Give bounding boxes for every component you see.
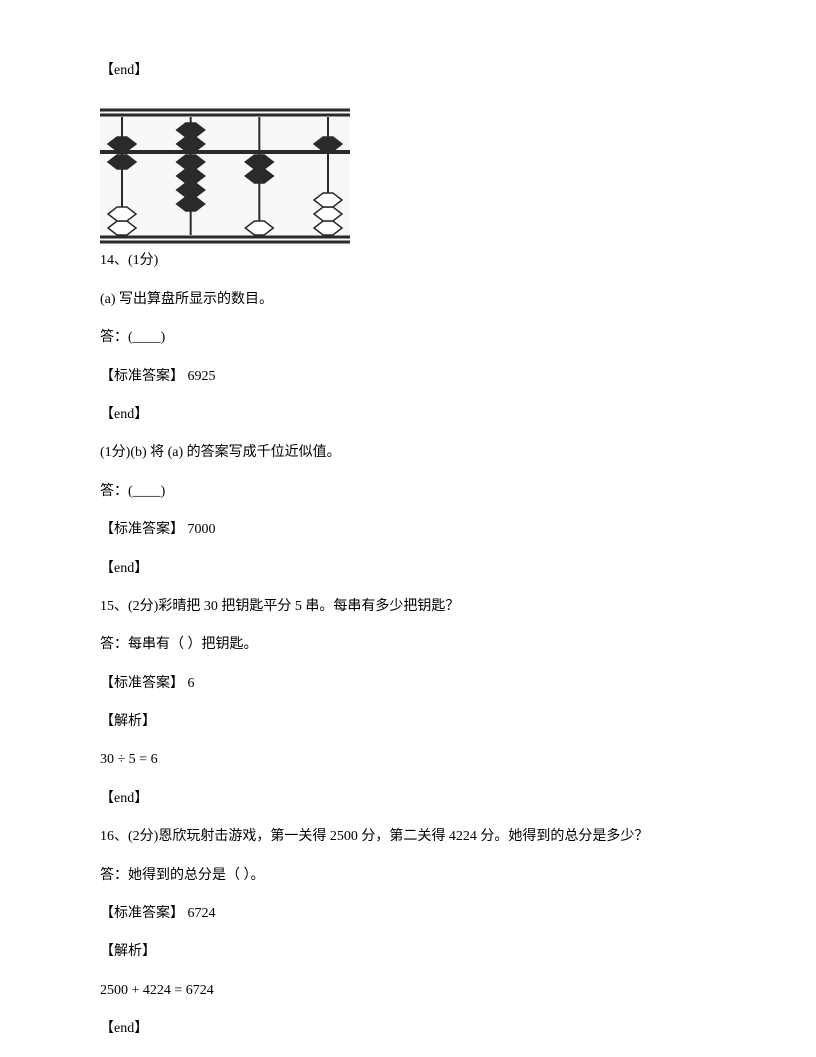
q14a-answer-field: 答：(____)	[100, 327, 716, 349]
end-marker: 【end】	[100, 60, 716, 82]
q14b-answer-value: 7000	[184, 522, 216, 537]
q15-question: 15、(2分)彩晴把 30 把钥匙平分 5 串。每串有多少把钥匙？	[100, 596, 716, 618]
q15-answer: 【标准答案】 6	[100, 673, 716, 695]
q15-answer-field: 答：每串有（ ）把钥匙。	[100, 634, 716, 656]
answer-label: 【标准答案】	[100, 906, 184, 921]
abacus-figure	[100, 106, 716, 246]
q14-number: 14、(1分)	[100, 250, 716, 272]
q16-analysis: 2500 + 4224 = 6724	[100, 980, 716, 1002]
answer-label: 【标准答案】	[100, 676, 184, 691]
abacus-image	[100, 106, 350, 246]
end-marker: 【end】	[100, 404, 716, 426]
end-marker: 【end】	[100, 558, 716, 580]
q14b-question: (1分)(b) 将 (a) 的答案写成千位近似值。	[100, 442, 716, 464]
end-marker: 【end】	[100, 1018, 716, 1040]
analysis-label: 【解析】	[100, 941, 716, 963]
q14b-answer: 【标准答案】 7000	[100, 519, 716, 541]
q16-answer-value: 6724	[184, 906, 216, 921]
q15-answer-value: 6	[184, 676, 195, 691]
answer-label: 【标准答案】	[100, 522, 184, 537]
q14a-answer: 【标准答案】 6925	[100, 366, 716, 388]
end-marker: 【end】	[100, 788, 716, 810]
q14a-answer-value: 6925	[184, 369, 216, 384]
q14a-question: (a) 写出算盘所显示的数目。	[100, 289, 716, 311]
analysis-label: 【解析】	[100, 711, 716, 733]
q16-question: 16、(2分)恩欣玩射击游戏，第一关得 2500 分，第二关得 4224 分。她…	[100, 826, 716, 848]
answer-label: 【标准答案】	[100, 369, 184, 384]
q14-label: 14、(1分)	[100, 250, 158, 272]
q16-answer: 【标准答案】 6724	[100, 903, 716, 925]
q14b-answer-field: 答：(____)	[100, 481, 716, 503]
q16-answer-field: 答：她得到的总分是（ ）。	[100, 865, 716, 887]
q15-analysis: 30 ÷ 5 = 6	[100, 749, 716, 771]
